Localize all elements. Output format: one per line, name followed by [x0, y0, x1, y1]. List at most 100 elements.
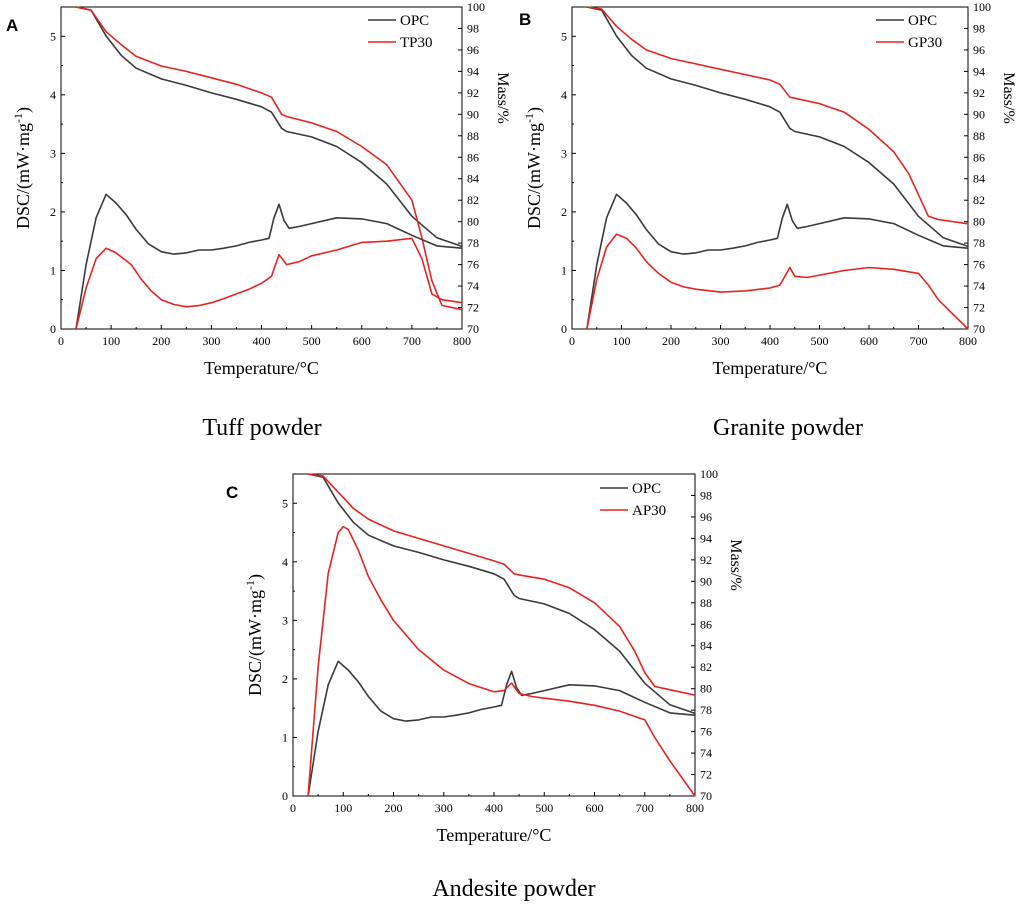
y-right-tick-label: 70 — [467, 322, 479, 336]
panel-label: A — [6, 16, 18, 35]
y-right-axis-label: Mass/% — [494, 72, 511, 124]
x-tick-label: 700 — [403, 334, 421, 348]
y-left-tick-label: 0 — [50, 322, 56, 336]
y-left-tick-label: 5 — [50, 29, 56, 43]
y-right-tick-label: 84 — [467, 172, 479, 186]
y-right-tick-label: 94 — [700, 531, 712, 545]
x-tick-label: 800 — [453, 334, 471, 348]
y-right-tick-label: 96 — [973, 43, 985, 57]
legend-label: OPC — [400, 13, 429, 29]
y-right-tick-label: 100 — [467, 0, 485, 14]
x-tick-label: 0 — [58, 334, 64, 348]
y-right-tick-label: 72 — [467, 301, 479, 315]
y-left-axis-label: DSC/(mW·mg-1) — [243, 574, 266, 696]
x-axis-label: Temperature/°C — [437, 825, 552, 845]
y-left-axis-label: DSC/(mW·mg-1) — [11, 107, 34, 229]
x-tick-label: 800 — [686, 801, 704, 815]
y-left-tick-label: 5 — [561, 29, 567, 43]
y-right-tick-label: 88 — [700, 596, 712, 610]
y-left-tick-label: 3 — [50, 146, 56, 160]
y-left-tick-label: 1 — [50, 263, 56, 277]
y-right-axis-label: Mass/% — [1000, 72, 1017, 124]
x-tick-label: 200 — [385, 801, 403, 815]
y-right-tick-label: 82 — [467, 193, 479, 207]
series-line-tp30-mass — [75, 6, 463, 311]
y-right-tick-label: 78 — [467, 236, 479, 250]
panel-caption: Andesite powder — [432, 876, 595, 902]
panel-A: 0 100 200 300 400 500 600 700 800 0 1 2 3 4 5 70 72 74 76 7… — [6, 0, 511, 441]
x-tick-label: 200 — [152, 334, 170, 348]
y-left-tick-label: 4 — [282, 555, 288, 569]
y-right-tick-label: 78 — [700, 703, 712, 717]
y-right-tick-label: 76 — [467, 258, 479, 272]
series-line-opc-mass — [307, 473, 696, 715]
x-tick-label: 500 — [811, 334, 829, 348]
x-tick-label: 0 — [569, 334, 575, 348]
x-tick-label: 700 — [636, 801, 654, 815]
series-line-ap30-dsc — [307, 525, 696, 797]
x-tick-label: 100 — [334, 801, 352, 815]
y-left-tick-label: 4 — [561, 88, 567, 102]
y-right-tick-label: 92 — [973, 86, 985, 100]
legend-label: OPC — [908, 13, 937, 29]
y-right-tick-label: 84 — [700, 639, 712, 653]
y-right-tick-label: 96 — [700, 510, 712, 524]
y-left-tick-label: 1 — [561, 263, 567, 277]
x-tick-label: 0 — [290, 801, 296, 815]
y-right-tick-label: 100 — [973, 0, 991, 14]
x-tick-label: 300 — [202, 334, 220, 348]
legend-label: GP30 — [908, 35, 942, 51]
x-axis-label: Temperature/°C — [713, 358, 828, 378]
y-right-tick-label: 70 — [700, 789, 712, 803]
y-right-tick-label: 94 — [467, 64, 479, 78]
series-line-ap30-mass — [307, 473, 696, 696]
x-tick-label: 400 — [253, 334, 271, 348]
x-tick-label: 400 — [485, 801, 503, 815]
panel-label: B — [519, 10, 531, 29]
y-right-tick-label: 74 — [973, 279, 985, 293]
y-left-tick-label: 5 — [282, 496, 288, 510]
panel-C: 0 100 200 300 400 500 600 700 800 0 1 2 3 4 5 70 72 74 76 7… — [226, 467, 744, 902]
x-tick-label: 200 — [662, 334, 680, 348]
y-right-tick-label: 72 — [700, 768, 712, 782]
y-right-tick-label: 72 — [973, 301, 985, 315]
x-tick-label: 500 — [535, 801, 553, 815]
y-right-tick-label: 98 — [467, 21, 479, 35]
x-tick-label: 300 — [435, 801, 453, 815]
y-right-tick-label: 80 — [467, 215, 479, 229]
y-right-tick-label: 88 — [973, 129, 985, 143]
y-left-tick-label: 0 — [561, 322, 567, 336]
y-left-tick-label: 4 — [50, 88, 56, 102]
legend-label: AP30 — [632, 503, 666, 519]
y-right-tick-label: 80 — [973, 215, 985, 229]
y-right-tick-label: 84 — [973, 172, 985, 186]
y-right-tick-label: 86 — [467, 150, 479, 164]
x-tick-label: 800 — [959, 334, 977, 348]
series-line-opc-mass — [75, 6, 463, 248]
y-left-tick-label: 2 — [282, 672, 288, 686]
panel-label: C — [226, 483, 238, 502]
y-right-tick-label: 74 — [467, 279, 479, 293]
legend-label: OPC — [632, 481, 661, 497]
x-tick-label: 100 — [102, 334, 120, 348]
panel-caption: Tuff powder — [202, 415, 321, 441]
y-right-tick-label: 80 — [700, 682, 712, 696]
legend-label: TP30 — [400, 35, 433, 51]
y-left-tick-label: 3 — [282, 613, 288, 627]
y-left-tick-label: 3 — [561, 146, 567, 160]
y-right-tick-label: 100 — [700, 467, 718, 481]
y-right-tick-label: 94 — [973, 64, 985, 78]
x-tick-label: 600 — [586, 801, 604, 815]
y-right-tick-label: 90 — [467, 107, 479, 121]
y-right-tick-label: 90 — [700, 574, 712, 588]
x-tick-label: 700 — [910, 334, 928, 348]
y-right-axis-label: Mass/% — [727, 539, 744, 591]
panel-caption: Granite powder — [713, 415, 863, 441]
y-left-tick-label: 1 — [282, 730, 288, 744]
y-right-tick-label: 86 — [973, 150, 985, 164]
series-line-tp30-dsc — [75, 237, 463, 330]
y-right-tick-label: 76 — [973, 258, 985, 272]
y-right-tick-label: 82 — [700, 660, 712, 674]
y-right-tick-label: 96 — [467, 43, 479, 57]
